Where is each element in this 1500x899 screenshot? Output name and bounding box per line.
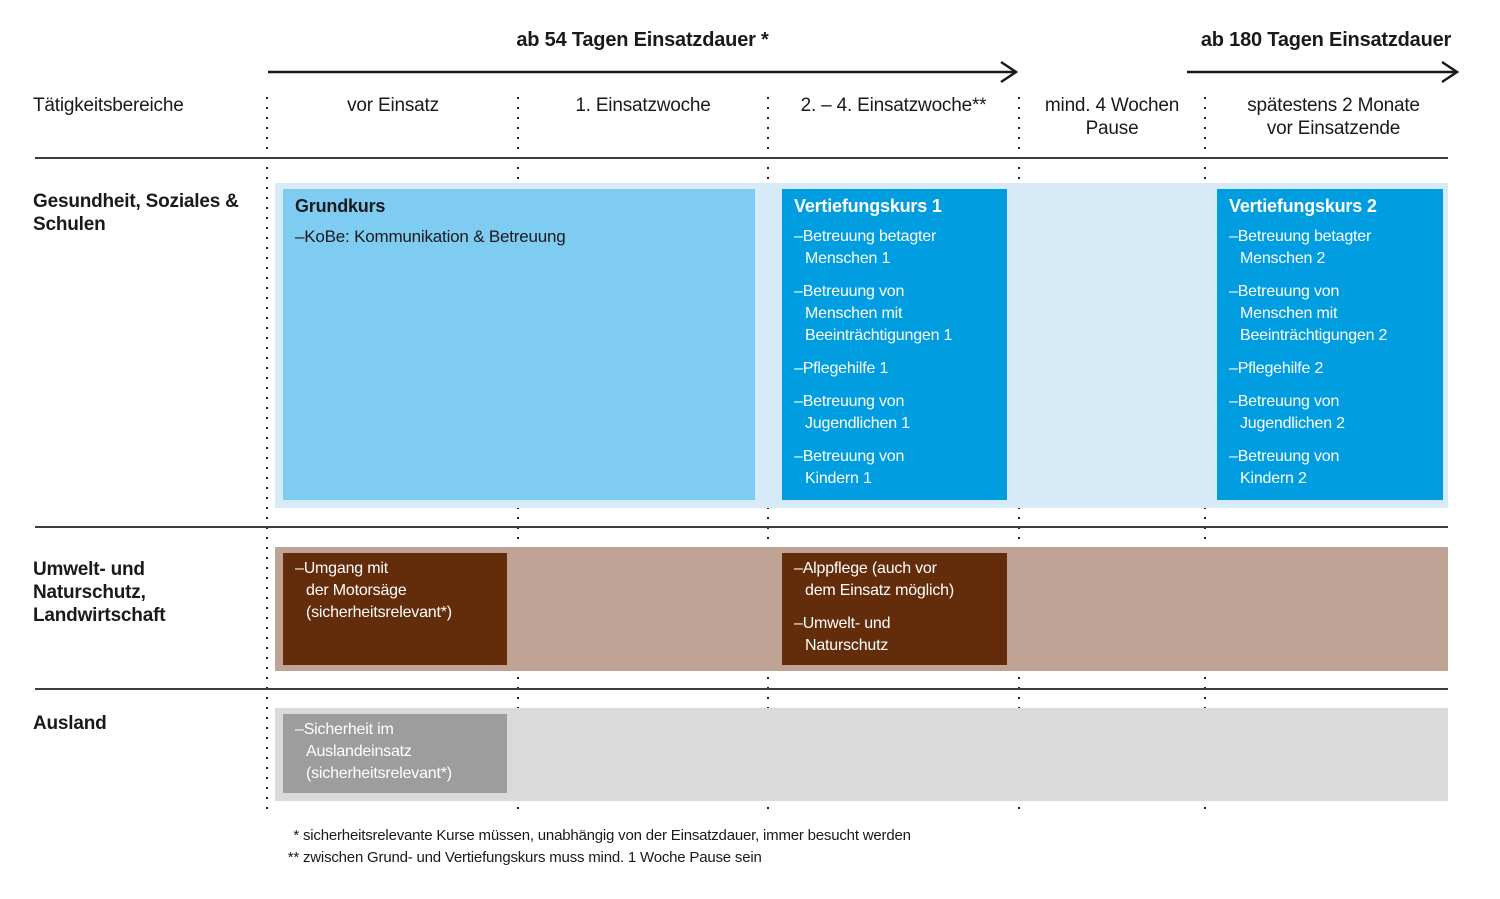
row-label-gesundheit: Gesundheit, Soziales & Schulen [33,191,239,235]
row-separator-line [35,688,1448,690]
course-item-list: Alppflege (auch vor dem Einsatz möglich)… [794,558,996,657]
arrow-180-days-icon [1187,60,1460,84]
course-box-title: Vertiefungskurs 1 [794,196,942,216]
course-box-title: Vertiefungskurs 2 [1229,196,1377,216]
course-item-list: Sicherheit im Auslandeinsatz (sicherheit… [295,719,496,785]
course-item: Betreuung von Menschen mit Beeinträchtig… [794,281,996,347]
column-header-vor-einsatz: vor Einsatz [268,94,518,117]
header-separator-line [35,157,1448,159]
column-header-text: Tätigkeitsbereiche [33,95,184,116]
arrow-54-days-icon [268,60,1019,84]
course-item-list: Betreuung betagter Menschen 2 Betreuung … [1229,226,1432,490]
footnote-marker: ** [287,849,299,866]
vertiefungskurs-2-box: Vertiefungskurs 2 Betreuung betagter Men… [1217,189,1443,500]
sicherheit-ausland-box: Sicherheit im Auslandeinsatz (sicherheit… [283,714,507,793]
column-header-taetigkeitsbereiche: Tätigkeitsbereiche [33,94,263,117]
column-header-text: vor Einsatz [347,95,439,116]
footnotes: * sicherheitsrelevante Kurse müssen, unab… [285,825,911,869]
column-header-text: Pause [1085,118,1139,139]
footnote-line: ** zwischen Grund- und Vertiefungskurs mu… [285,847,911,869]
alppflege-box: Alppflege (auch vor dem Einsatz möglich)… [782,553,1007,665]
course-item: KoBe: Kommunikation & Betreuung [295,226,744,248]
course-item: Betreuung von Jugendlichen 2 [1229,391,1432,435]
timeline-label-180-days: ab 180 Tagen Einsatzdauer [1200,29,1452,51]
column-header-text: 2. – 4. Einsatzwoche** [800,95,987,116]
footnote-text: zwischen Grund- und Vertiefungskurs muss… [303,849,762,866]
course-item: Umgang mit der Motorsäge (sicherheitsrel… [295,558,496,624]
grundkurs-box: Grundkurs KoBe: Kommunikation & Betreuun… [283,189,755,500]
column-header-vor-einsatzende: spätestens 2 Monate vor Einsatzende [1205,94,1462,140]
course-item: Betreuung betagter Menschen 2 [1229,226,1432,270]
course-item: Pflegehilfe 2 [1229,358,1432,380]
column-header-text: mind. 4 Wochen [1044,95,1180,116]
course-item: Sicherheit im Auslandeinsatz (sicherheit… [295,719,496,785]
course-item-list: Umgang mit der Motorsäge (sicherheitsrel… [295,558,496,624]
course-item: Pflegehilfe 1 [794,358,996,380]
timeline-arrows [268,60,1460,84]
dotted-grid-line [266,97,268,813]
course-item: Umwelt- und Naturschutz [794,613,996,657]
course-item: Betreuung von Jugendlichen 1 [794,391,996,435]
course-item: Alppflege (auch vor dem Einsatz möglich) [794,558,996,602]
column-header-text: 1. Einsatzwoche [575,95,711,116]
course-item: Betreuung von Menschen mit Beeinträchtig… [1229,281,1432,347]
footnote-line: * sicherheitsrelevante Kurse müssen, unab… [285,825,911,847]
row-separator-line [35,526,1448,528]
course-item: Betreuung von Kindern 1 [794,446,996,490]
column-header-text: vor Einsatzende [1266,118,1401,139]
course-box-title: Grundkurs [295,196,386,216]
course-item-list: Betreuung betagter Menschen 1 Betreuung … [794,226,996,490]
column-header-pause: mind. 4 Wochen Pause [1019,94,1205,140]
column-header-1-einsatzwoche: 1. Einsatzwoche [518,94,768,117]
vertiefungskurs-1-box: Vertiefungskurs 1 Betreuung betagter Men… [782,189,1007,500]
course-item: Betreuung betagter Menschen 1 [794,226,996,270]
motorsaege-box: Umgang mit der Motorsäge (sicherheitsrel… [283,553,507,665]
footnote-text: sicherheitsrelevante Kurse müssen, unabh… [303,827,911,844]
timeline-label-54-days: ab 54 Tagen Einsatzdauer * [516,29,769,51]
column-header-text: spätestens 2 Monate [1247,95,1420,116]
column-header-2-4-einsatzwoche: 2. – 4. Einsatzwoche** [768,94,1019,117]
course-item-list: KoBe: Kommunikation & Betreuung [295,226,744,248]
course-item: Betreuung von Kindern 2 [1229,446,1432,490]
footnote-marker: * [293,827,299,844]
row-label-umwelt: Umwelt- und Naturschutz, Landwirtschaft [33,559,166,626]
row-label-ausland: Ausland [33,713,107,734]
